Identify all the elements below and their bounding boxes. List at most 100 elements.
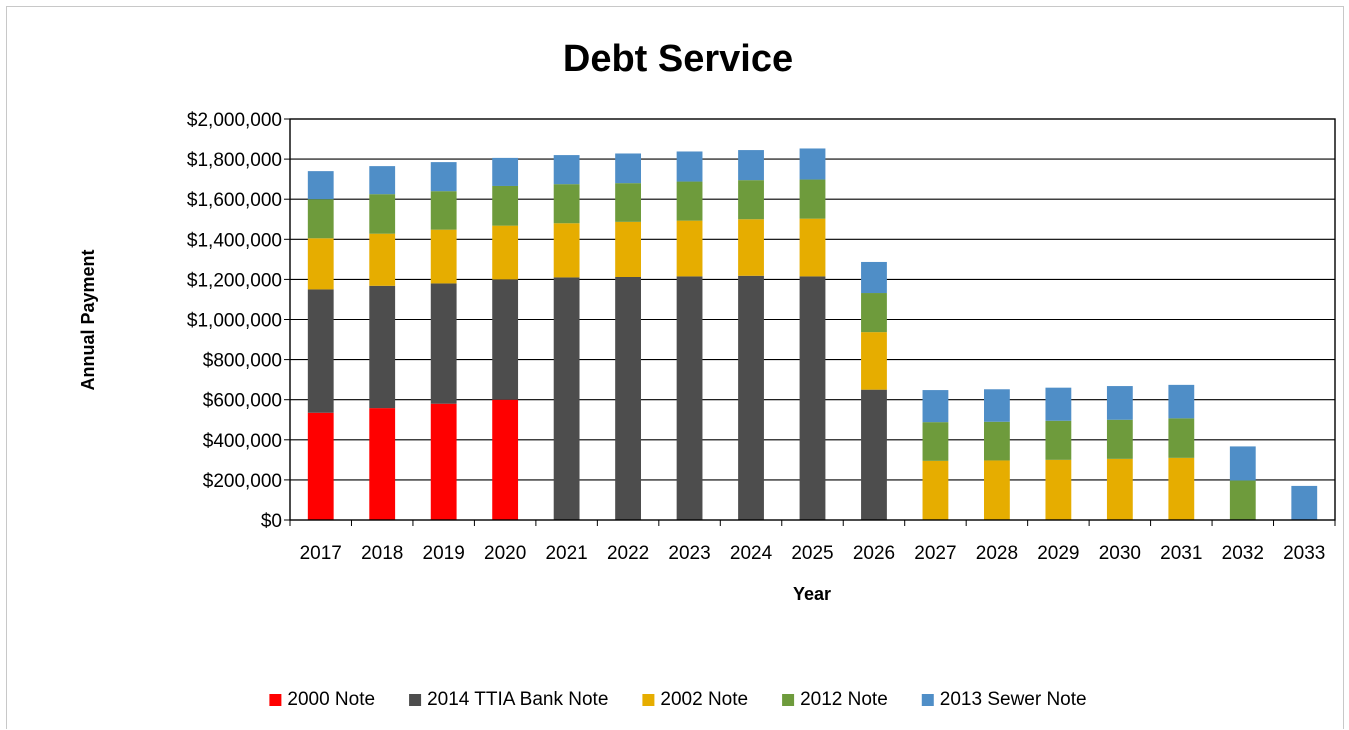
bar-segment: [922, 460, 949, 520]
bar-segment: [430, 403, 457, 520]
bar-segment: [307, 238, 334, 290]
y-tick-label: $1,600,000: [187, 190, 282, 211]
bar-segment: [1168, 384, 1195, 419]
bar-segment: [615, 153, 641, 184]
bar-segment: [799, 179, 826, 219]
x-tick-label: 2023: [668, 543, 710, 564]
bar-segment: [369, 166, 396, 195]
bar-segment: [369, 233, 396, 286]
x-tick-label: 2028: [976, 543, 1018, 564]
y-tick-label: $800,000: [203, 351, 282, 372]
bar-segment: [430, 191, 457, 230]
y-tick-label: $2,000,000: [187, 110, 282, 131]
x-tick-label: 2021: [545, 543, 587, 564]
bar-segment: [922, 422, 949, 461]
legend-label: 2012 Note: [800, 689, 888, 710]
bar-segment: [369, 285, 396, 409]
x-tick-label: 2024: [730, 543, 773, 564]
x-tick-label: 2029: [1037, 543, 1079, 564]
x-axis-label: Year: [793, 584, 831, 604]
bar-segment: [861, 261, 887, 294]
bar-segment: [676, 181, 703, 221]
bar-segment: [738, 219, 764, 276]
bar-segment: [676, 220, 703, 277]
bar-segment: [307, 171, 334, 200]
bar-segment: [553, 155, 580, 185]
y-tick-label: $1,800,000: [187, 150, 282, 171]
bar-segment: [799, 148, 826, 180]
axes: $0 $200,000 $400,000 $600,000 $800,000 $1,000…: [187, 110, 1336, 564]
legend-swatch: [782, 694, 795, 706]
legend-swatch: [269, 694, 282, 706]
legend-swatch: [921, 694, 934, 706]
bar-segment: [738, 180, 764, 220]
legend-label: 2014 TTIA Bank Note: [427, 689, 608, 710]
bar-segment: [1106, 458, 1133, 520]
legend-swatch: [409, 694, 422, 706]
x-tick-label: 2032: [1222, 543, 1264, 564]
chart-frame: Debt Service $0 $200,000 $400,000 $600,000 $…: [6, 6, 1344, 729]
bar-segment: [738, 275, 764, 520]
y-tick-label: $200,000: [203, 471, 282, 492]
bar-segment: [430, 283, 457, 404]
bar-segment: [1106, 386, 1133, 420]
bar-segment: [492, 279, 519, 400]
bar-segment: [369, 408, 396, 520]
bar-segment: [984, 460, 1010, 520]
x-tick-label: 2022: [607, 543, 649, 564]
bar-segment: [615, 221, 641, 277]
bar-segment: [1106, 419, 1133, 459]
bar-segment: [615, 183, 641, 222]
x-tick-label: 2030: [1099, 543, 1141, 564]
bars: [307, 148, 1318, 520]
bar-segment: [1291, 485, 1318, 520]
bar-segment: [307, 199, 334, 239]
bar-segment: [861, 293, 887, 333]
y-axis-label: Annual Payment: [78, 249, 98, 390]
bar-segment: [676, 151, 703, 182]
bar-segment: [676, 276, 703, 520]
bar-segment: [799, 218, 826, 277]
x-tick-label: 2020: [484, 543, 526, 564]
bar-segment: [553, 184, 580, 224]
bar-segment: [307, 412, 334, 520]
legend-item: 2000 Note: [269, 689, 375, 710]
legend: 2000 Note 2014 TTIA Bank Note 2002 Note 201…: [269, 689, 1087, 710]
bar-segment: [553, 277, 580, 520]
legend-item: 2002 Note: [642, 689, 748, 710]
bar-segment: [430, 229, 457, 284]
bar-segment: [738, 150, 764, 181]
bar-segment: [430, 162, 457, 192]
legend-item: 2014 TTIA Bank Note: [409, 689, 608, 710]
bar-segment: [861, 389, 887, 520]
bar-segment: [984, 421, 1010, 461]
legend-swatch: [642, 694, 655, 706]
x-tick-label: 2019: [423, 543, 465, 564]
debt-service-chart: Debt Service $0 $200,000 $400,000 $600,000 $…: [78, 38, 1336, 710]
legend-label: 2002 Note: [660, 689, 748, 710]
legend-label: 2000 Note: [287, 689, 375, 710]
bar-segment: [984, 389, 1010, 422]
bar-segment: [492, 225, 519, 280]
bar-segment: [492, 157, 519, 186]
bar-segment: [1229, 480, 1256, 520]
bar-segment: [1045, 387, 1072, 421]
bar-segment: [553, 223, 580, 278]
y-tick-label: $600,000: [203, 391, 282, 412]
bar-segment: [861, 332, 887, 390]
bar-segment: [369, 194, 396, 234]
bar-segment: [492, 185, 519, 226]
bar-segment: [615, 276, 641, 520]
y-tick-label: $0: [261, 511, 282, 532]
x-tick-label: 2025: [791, 543, 833, 564]
bar-segment: [492, 399, 519, 520]
x-tick-label: 2018: [361, 543, 403, 564]
y-tick-label: $400,000: [203, 431, 282, 452]
chart-title: Debt Service: [563, 38, 793, 80]
x-tick-label: 2017: [300, 543, 342, 564]
bar-segment: [307, 289, 334, 413]
bar-segment: [799, 276, 826, 520]
y-tick-label: $1,200,000: [187, 270, 282, 291]
legend-label: 2013 Sewer Note: [940, 689, 1087, 710]
legend-item: 2012 Note: [782, 689, 888, 710]
